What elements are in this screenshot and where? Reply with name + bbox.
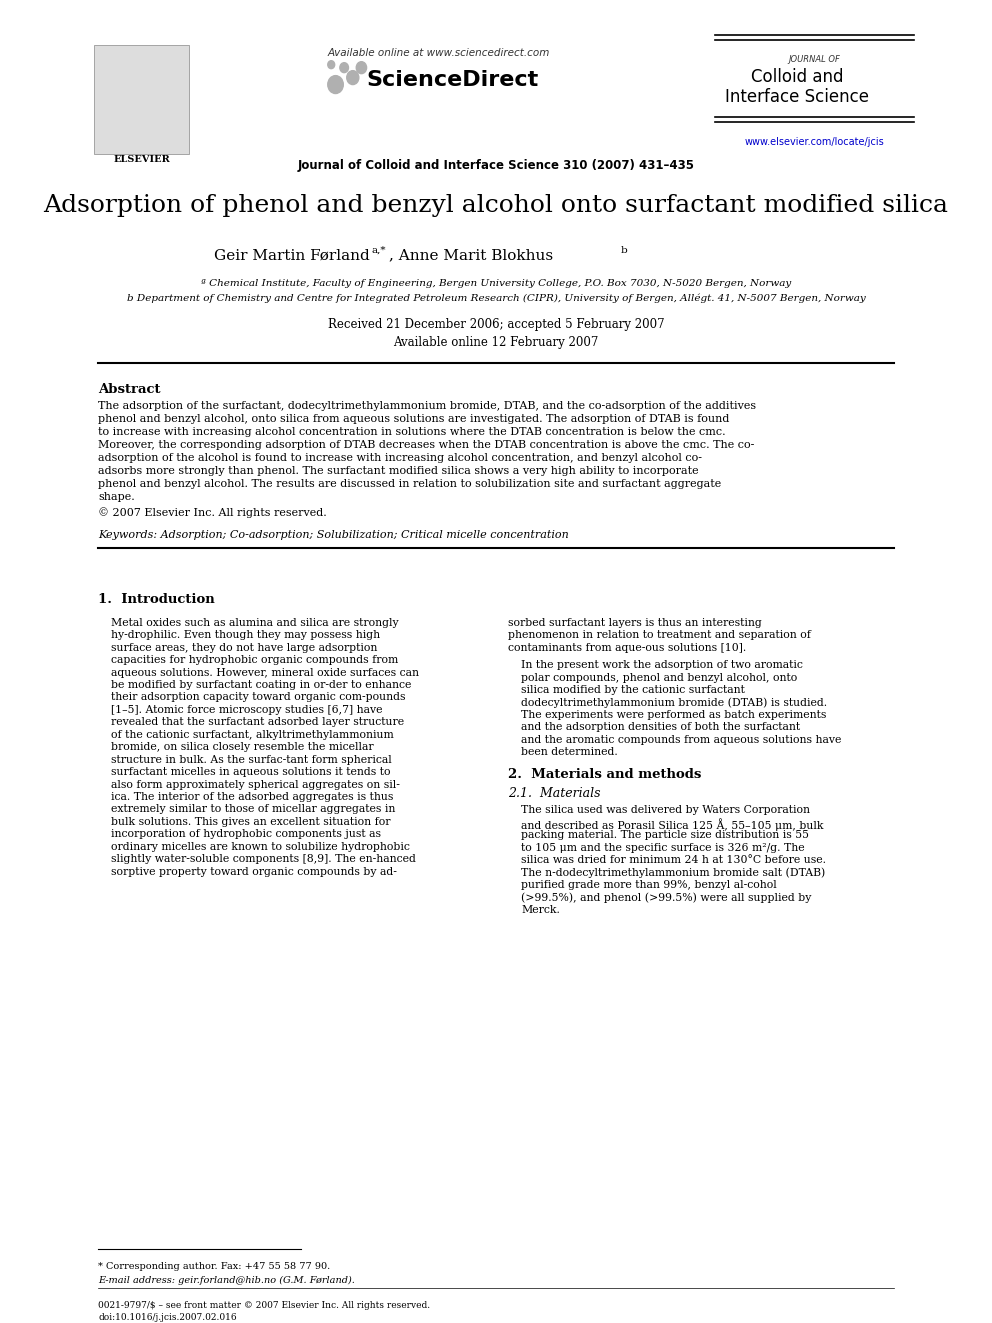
Text: phenol and benzyl alcohol, onto silica from aqueous solutions are investigated. : phenol and benzyl alcohol, onto silica f… [98, 414, 730, 423]
Text: hy-drophilic. Even though they may possess high: hy-drophilic. Even though they may posse… [111, 630, 380, 640]
Text: adsorbs more strongly than phenol. The surfactant modified silica shows a very h: adsorbs more strongly than phenol. The s… [98, 466, 699, 476]
Text: also form approximately spherical aggregates on sil-: also form approximately spherical aggreg… [111, 779, 400, 790]
Text: JOURNAL OF: JOURNAL OF [789, 54, 840, 64]
Circle shape [327, 75, 343, 94]
Text: ScienceDirect: ScienceDirect [366, 70, 538, 90]
Text: Available online at www.sciencedirect.com: Available online at www.sciencedirect.co… [328, 48, 551, 58]
Text: capacities for hydrophobic organic compounds from: capacities for hydrophobic organic compo… [111, 655, 399, 665]
Text: 1.  Introduction: 1. Introduction [98, 593, 215, 606]
Text: (>99.5%), and phenol (>99.5%) were all supplied by: (>99.5%), and phenol (>99.5%) were all s… [521, 893, 811, 904]
Text: bromide, on silica closely resemble the micellar: bromide, on silica closely resemble the … [111, 742, 374, 753]
Text: and the aromatic compounds from aqueous solutions have: and the aromatic compounds from aqueous … [521, 734, 841, 745]
Text: [1–5]. Atomic force microscopy studies [6,7] have: [1–5]. Atomic force microscopy studies [… [111, 705, 383, 714]
Text: silica modified by the cationic surfactant: silica modified by the cationic surfacta… [521, 685, 745, 695]
Text: ª Chemical Institute, Faculty of Engineering, Bergen University College, P.O. Bo: ª Chemical Institute, Faculty of Enginee… [200, 279, 792, 287]
Text: surface areas, they do not have large adsorption: surface areas, they do not have large ad… [111, 643, 378, 652]
Text: Abstract: Abstract [98, 384, 161, 396]
Text: polar compounds, phenol and benzyl alcohol, onto: polar compounds, phenol and benzyl alcoh… [521, 672, 798, 683]
Text: to increase with increasing alcohol concentration in solutions where the DTAB co: to increase with increasing alcohol conc… [98, 427, 726, 437]
Text: 2.  Materials and methods: 2. Materials and methods [508, 767, 701, 781]
Text: doi:10.1016/j.jcis.2007.02.016: doi:10.1016/j.jcis.2007.02.016 [98, 1314, 237, 1322]
Text: slightly water-soluble components [8,9]. The en-hanced: slightly water-soluble components [8,9].… [111, 855, 416, 864]
Text: * Corresponding author. Fax: +47 55 58 77 90.: * Corresponding author. Fax: +47 55 58 7… [98, 1262, 330, 1270]
Text: The n-dodecyltrimethylammonium bromide salt (DTAB): The n-dodecyltrimethylammonium bromide s… [521, 868, 825, 878]
Text: 2.1.  Materials: 2.1. Materials [508, 787, 600, 800]
Text: 0021-9797/$ – see front matter © 2007 Elsevier Inc. All rights reserved.: 0021-9797/$ – see front matter © 2007 El… [98, 1302, 431, 1310]
Circle shape [327, 61, 334, 69]
Text: ordinary micelles are known to solubilize hydrophobic: ordinary micelles are known to solubiliz… [111, 841, 410, 852]
Text: purified grade more than 99%, benzyl al-cohol: purified grade more than 99%, benzyl al-… [521, 880, 777, 890]
Text: their adsorption capacity toward organic com-pounds: their adsorption capacity toward organic… [111, 692, 406, 703]
Bar [94, 45, 188, 155]
Text: Geir Martin Førland: Geir Martin Førland [214, 249, 370, 263]
Text: revealed that the surfactant adsorbed layer structure: revealed that the surfactant adsorbed la… [111, 717, 405, 728]
Text: contaminants from aque-ous solutions [10].: contaminants from aque-ous solutions [10… [508, 643, 746, 652]
Text: Journal of Colloid and Interface Science 310 (2007) 431–435: Journal of Colloid and Interface Science… [298, 159, 694, 172]
Circle shape [347, 70, 359, 85]
Text: a,*: a,* [372, 246, 386, 255]
Text: www.elsevier.com/locate/jcis: www.elsevier.com/locate/jcis [744, 138, 884, 147]
Circle shape [340, 62, 348, 73]
Text: aqueous solutions. However, mineral oxide surfaces can: aqueous solutions. However, mineral oxid… [111, 668, 420, 677]
Text: Keywords: Adsorption; Co-adsorption; Solubilization; Critical micelle concentrat: Keywords: Adsorption; Co-adsorption; Sol… [98, 531, 569, 540]
Text: phenomenon in relation to treatment and separation of: phenomenon in relation to treatment and … [508, 630, 810, 640]
Text: Received 21 December 2006; accepted 5 February 2007: Received 21 December 2006; accepted 5 Fe… [327, 319, 665, 331]
Text: and the adsorption densities of both the surfactant: and the adsorption densities of both the… [521, 722, 801, 733]
Text: bulk solutions. This gives an excellent situation for: bulk solutions. This gives an excellent … [111, 816, 391, 827]
Text: of the cationic surfactant, alkyltrimethylammonium: of the cationic surfactant, alkyltrimeth… [111, 730, 394, 740]
Text: ELSEVIER: ELSEVIER [113, 155, 170, 164]
Text: In the present work the adsorption of two aromatic: In the present work the adsorption of tw… [521, 660, 803, 671]
Text: extremely similar to those of micellar aggregates in: extremely similar to those of micellar a… [111, 804, 396, 815]
Text: E-mail address: geir.forland@hib.no (G.M. Førland).: E-mail address: geir.forland@hib.no (G.M… [98, 1275, 355, 1285]
Text: b Department of Chemistry and Centre for Integrated Petroleum Research (CIPR), U: b Department of Chemistry and Centre for… [127, 294, 865, 303]
Text: The silica used was delivered by Waters Corporation: The silica used was delivered by Waters … [521, 806, 810, 815]
Text: ica. The interior of the adsorbed aggregates is thus: ica. The interior of the adsorbed aggreg… [111, 792, 394, 802]
Text: packing material. The particle size distribution is 55: packing material. The particle size dist… [521, 831, 809, 840]
Text: © 2007 Elsevier Inc. All rights reserved.: © 2007 Elsevier Inc. All rights reserved… [98, 508, 327, 519]
Text: incorporation of hydrophobic components just as: incorporation of hydrophobic components … [111, 830, 381, 839]
Text: Interface Science: Interface Science [725, 87, 869, 106]
Text: phenol and benzyl alcohol. The results are discussed in relation to solubilizati: phenol and benzyl alcohol. The results a… [98, 479, 721, 488]
Text: Merck.: Merck. [521, 905, 559, 916]
Text: adsorption of the alcohol is found to increase with increasing alcohol concentra: adsorption of the alcohol is found to in… [98, 452, 702, 463]
Text: to 105 μm and the specific surface is 326 m²/g. The: to 105 μm and the specific surface is 32… [521, 843, 805, 853]
Text: , Anne Marit Blokhus: , Anne Marit Blokhus [389, 249, 554, 263]
Text: Metal oxides such as alumina and silica are strongly: Metal oxides such as alumina and silica … [111, 618, 399, 628]
Text: silica was dried for minimum 24 h at 130°C before use.: silica was dried for minimum 24 h at 130… [521, 855, 826, 865]
Text: and described as Porasil Silica 125 Å, 55–105 μm, bulk: and described as Porasil Silica 125 Å, 5… [521, 818, 823, 831]
Circle shape [356, 62, 367, 74]
Text: Moreover, the corresponding adsorption of DTAB decreases when the DTAB concentra: Moreover, the corresponding adsorption o… [98, 439, 755, 450]
Text: b: b [620, 246, 627, 255]
Text: The adsorption of the surfactant, dodecyltrimethylammonium bromide, DTAB, and th: The adsorption of the surfactant, dodecy… [98, 401, 757, 411]
Text: Adsorption of phenol and benzyl alcohol onto surfactant modified silica: Adsorption of phenol and benzyl alcohol … [44, 194, 948, 217]
Text: Colloid and: Colloid and [751, 67, 843, 86]
Text: Available online 12 February 2007: Available online 12 February 2007 [393, 336, 599, 349]
Text: The experiments were performed as batch experiments: The experiments were performed as batch … [521, 710, 826, 720]
Text: sorbed surfactant layers is thus an interesting: sorbed surfactant layers is thus an inte… [508, 618, 762, 628]
Text: been determined.: been determined. [521, 747, 618, 757]
Text: dodecyltrimethylammonium bromide (DTAB) is studied.: dodecyltrimethylammonium bromide (DTAB) … [521, 697, 827, 708]
Text: shape.: shape. [98, 492, 135, 501]
Text: be modified by surfactant coating in or-der to enhance: be modified by surfactant coating in or-… [111, 680, 412, 691]
Text: surfactant micelles in aqueous solutions it tends to: surfactant micelles in aqueous solutions… [111, 767, 391, 777]
Text: sorptive property toward organic compounds by ad-: sorptive property toward organic compoun… [111, 867, 397, 877]
Text: structure in bulk. As the surfac-tant form spherical: structure in bulk. As the surfac-tant fo… [111, 754, 392, 765]
